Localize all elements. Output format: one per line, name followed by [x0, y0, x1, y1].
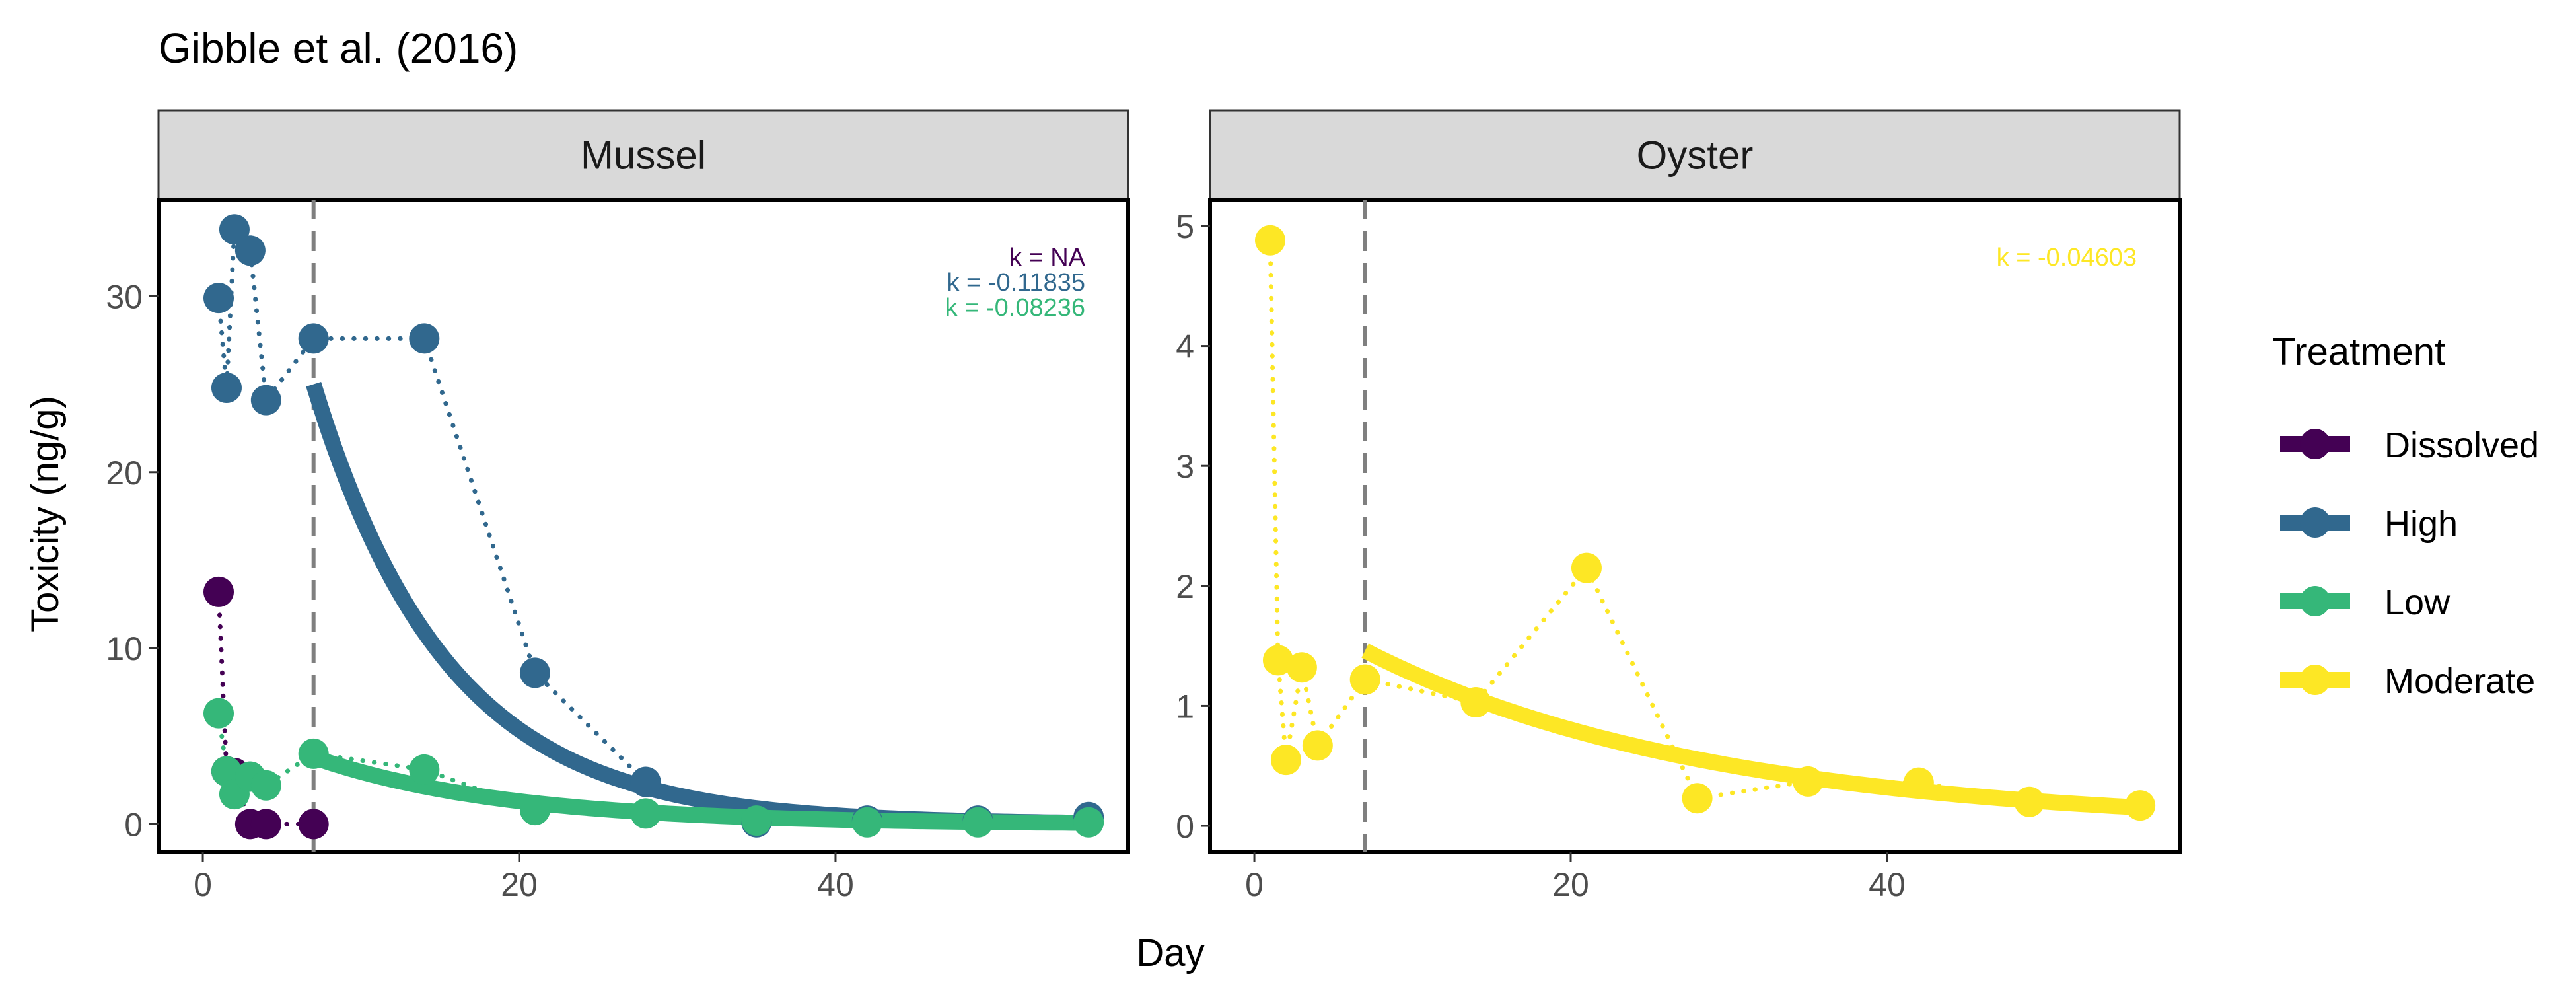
k-label-low: k = -0.08236: [945, 294, 1085, 322]
point-moderate: [1302, 730, 1333, 761]
x-tick-label: 20: [1552, 866, 1589, 903]
y-tick-label: 4: [1176, 328, 1194, 365]
legend-key-point: [2300, 586, 2330, 616]
point-dissolved: [203, 576, 234, 607]
legend-key-point: [2300, 665, 2330, 695]
point-moderate: [2014, 786, 2045, 817]
point-moderate: [1286, 652, 1317, 683]
x-tick-label: 0: [1245, 866, 1264, 903]
panel-frame: [1208, 198, 2182, 854]
point-high: [250, 385, 281, 416]
fit-curve-low: [310, 749, 1091, 831]
legend-item-high: High: [2280, 504, 2458, 544]
point-low: [203, 698, 234, 729]
legend-label: High: [2384, 504, 2458, 544]
point-high: [219, 214, 250, 245]
point-low: [298, 738, 329, 769]
point-moderate: [1349, 664, 1380, 695]
point-dissolved: [298, 809, 329, 840]
point-high: [409, 323, 440, 354]
x-tick-label: 40: [817, 866, 854, 903]
panel-strip-label: Oyster: [1637, 133, 1754, 178]
legend: Treatment Dissolved High Low Moderate: [2272, 330, 2539, 701]
point-moderate: [1682, 783, 1713, 814]
panel-oyster: Oyster 0 20 40 0 1 2 3 4 5 k = -0.04603: [1176, 109, 2182, 903]
legend-item-dissolved: Dissolved: [2280, 425, 2539, 465]
point-moderate: [1460, 686, 1491, 717]
y-tick-label: 2: [1176, 568, 1194, 605]
k-label-dissolved: k = NA: [1009, 244, 1086, 272]
x-tick-label: 40: [1869, 866, 1906, 903]
legend-key-point: [2300, 507, 2330, 538]
point-moderate: [1793, 766, 1824, 797]
panel-frame: [157, 198, 1130, 854]
legend-item-moderate: Moderate: [2280, 661, 2535, 701]
point-high: [234, 235, 266, 266]
point-moderate: [1571, 552, 1602, 583]
point-dissolved: [250, 809, 281, 840]
point-low: [519, 795, 550, 826]
point-high: [519, 657, 550, 688]
x-tick-label: 20: [501, 866, 538, 903]
point-high: [298, 323, 329, 354]
legend-label: Moderate: [2384, 661, 2535, 701]
y-tick-label: 10: [106, 630, 143, 667]
series-path-moderate: [1268, 238, 2143, 808]
k-label-moderate: k = -0.04603: [1997, 244, 2137, 272]
point-high: [211, 372, 242, 403]
point-moderate: [1903, 767, 1934, 798]
point-low: [1073, 807, 1104, 838]
fit-curve-moderate: [1361, 643, 2142, 816]
legend-key-point: [2300, 429, 2330, 459]
point-moderate: [1255, 225, 1286, 256]
point-low: [851, 807, 882, 838]
legend-label: Dissolved: [2384, 425, 2539, 465]
point-low: [741, 805, 772, 836]
point-low: [962, 807, 993, 838]
y-axis-label: Toxicity (ng/g): [24, 396, 67, 632]
legend-title: Treatment: [2272, 330, 2445, 373]
y-tick-label: 5: [1176, 208, 1194, 245]
chart-title: Gibble et al. (2016): [159, 24, 518, 72]
point-low: [211, 756, 242, 787]
point-moderate: [1270, 745, 1301, 776]
point-high: [203, 283, 234, 314]
y-tick-label: 20: [106, 455, 143, 492]
k-label-high: k = -0.11835: [947, 269, 1085, 297]
point-low: [630, 798, 661, 829]
point-low: [250, 770, 281, 801]
y-tick-label: 30: [106, 278, 143, 315]
panel-strip-label: Mussel: [581, 133, 706, 178]
point-moderate: [1262, 645, 1293, 676]
legend-label: Low: [2384, 583, 2451, 622]
x-axis-label: Day: [1136, 932, 1204, 974]
point-moderate: [2125, 790, 2156, 821]
panel-strip: [157, 109, 1129, 201]
plot-area: [1255, 200, 2156, 852]
y-tick-label: 0: [124, 806, 143, 843]
x-tick-label: 0: [194, 866, 212, 903]
y-tick-label: 3: [1176, 448, 1194, 485]
legend-item-low: Low: [2280, 583, 2451, 622]
y-tick-label: 0: [1176, 808, 1194, 845]
plot-area: [203, 200, 1104, 852]
point-high: [630, 766, 661, 797]
y-tick-label: 1: [1176, 688, 1194, 725]
point-low: [409, 754, 440, 785]
